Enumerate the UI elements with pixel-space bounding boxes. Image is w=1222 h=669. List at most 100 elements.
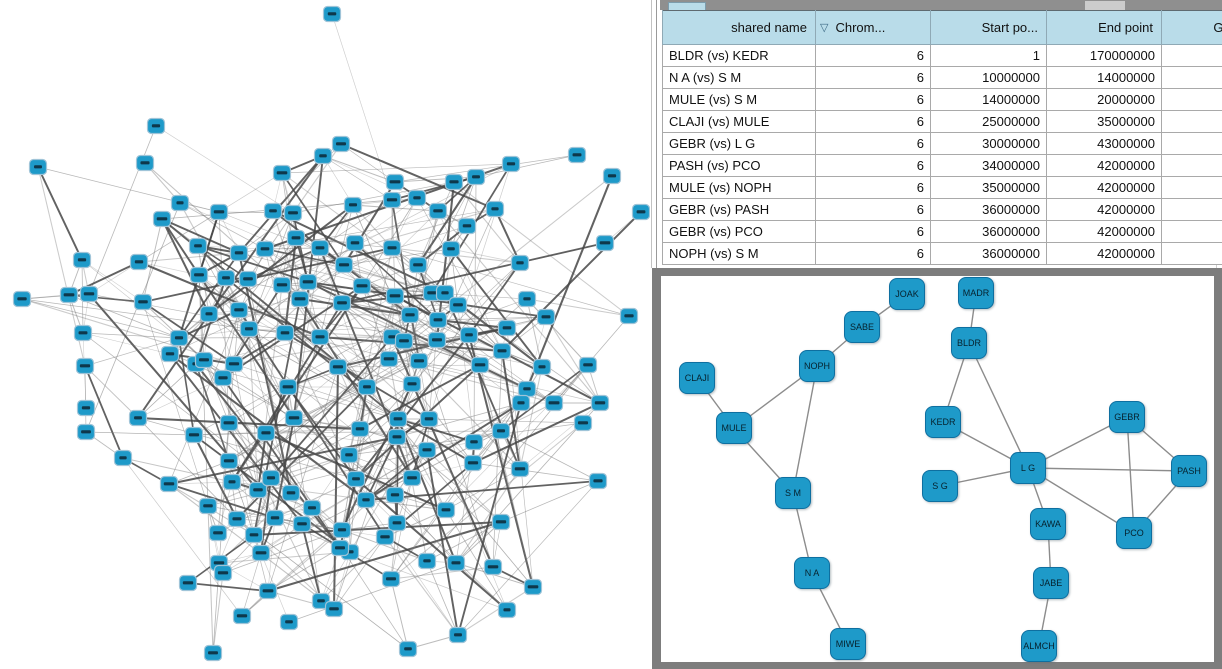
network-node[interactable] — [332, 521, 352, 539]
table-row-mule-vs-noph[interactable]: MULE (vs) NOPH6350000004200000010.5 — [662, 176, 1222, 199]
table-cell[interactable]: 14000000 — [930, 88, 1047, 111]
table-cell[interactable]: 42000000 — [1046, 198, 1162, 221]
network-node[interactable] — [385, 173, 405, 191]
network-node[interactable] — [208, 524, 228, 542]
network-node[interactable] — [387, 428, 407, 446]
table-cell[interactable]: 6 — [815, 220, 931, 243]
network-node[interactable] — [497, 319, 517, 337]
overview-network-canvas[interactable] — [0, 0, 650, 669]
table-cell[interactable]: 6 — [815, 242, 931, 265]
network-node[interactable] — [76, 399, 96, 417]
table-cell[interactable]: 16.9 — [1161, 132, 1222, 155]
network-node[interactable] — [72, 251, 92, 269]
network-node[interactable] — [28, 158, 48, 176]
network-node[interactable] — [435, 284, 455, 302]
network-node[interactable] — [203, 644, 223, 662]
network-node[interactable] — [407, 189, 427, 207]
network-node[interactable] — [189, 266, 209, 284]
network-node[interactable] — [310, 328, 330, 346]
table-row-n-a-vs-s-m[interactable]: N A (vs) S M610000000140000006.6 — [662, 66, 1222, 89]
network-node[interactable] — [76, 423, 96, 441]
network-node[interactable] — [573, 414, 593, 432]
network-node[interactable] — [385, 287, 405, 305]
network-node[interactable] — [356, 491, 376, 509]
network-node[interactable] — [283, 204, 303, 222]
column-header-shared-name[interactable]: shared name — [662, 10, 816, 45]
table-cell[interactable]: 42000000 — [1046, 242, 1162, 265]
table-cell[interactable]: 25000000 — [930, 110, 1047, 133]
table-cell[interactable]: 42000000 — [1046, 154, 1162, 177]
detail-edge-l-g-pash[interactable] — [1027, 467, 1190, 472]
network-node[interactable] — [194, 351, 214, 369]
network-node[interactable] — [385, 486, 405, 504]
detail-network-canvas[interactable]: JOAK MADR SABE NOPH CLAJI MULE BLDR KEDR GEBR L G… — [661, 276, 1214, 662]
network-node[interactable] — [146, 117, 166, 135]
network-node[interactable] — [417, 552, 437, 570]
network-node[interactable] — [178, 574, 198, 592]
table-cell[interactable]: 6 — [815, 44, 931, 67]
network-node[interactable] — [232, 607, 252, 625]
network-node[interactable] — [388, 410, 408, 428]
network-node[interactable] — [409, 352, 429, 370]
network-node[interactable] — [590, 394, 610, 412]
network-node[interactable] — [497, 601, 517, 619]
table-row-gebr-vs-l-g[interactable]: GEBR (vs) L G6300000004300000016.9 — [662, 132, 1222, 155]
network-node[interactable] — [578, 356, 598, 374]
network-node[interactable] — [334, 256, 354, 274]
table-cell[interactable]: 11.4 — [1161, 154, 1222, 177]
network-node[interactable] — [244, 526, 264, 544]
table-cell[interactable]: 6.6 — [1161, 66, 1222, 89]
network-node[interactable] — [265, 509, 285, 527]
network-node[interactable] — [290, 290, 310, 308]
network-node[interactable] — [485, 200, 505, 218]
network-node[interactable] — [544, 394, 564, 412]
table-row-mule-vs-s-m[interactable]: MULE (vs) S M614000000200000007.5 — [662, 88, 1222, 111]
network-node[interactable] — [375, 528, 395, 546]
network-node[interactable] — [402, 375, 422, 393]
network-node[interactable] — [339, 446, 359, 464]
network-node[interactable] — [229, 301, 249, 319]
network-node[interactable] — [198, 497, 218, 515]
network-node[interactable] — [79, 285, 99, 303]
network-node[interactable] — [532, 358, 552, 376]
network-node[interactable] — [133, 293, 153, 311]
network-node[interactable] — [248, 481, 268, 499]
table-cell[interactable]: GEBR (vs) PCO — [662, 220, 816, 243]
network-node[interactable] — [464, 433, 484, 451]
network-node[interactable] — [239, 320, 259, 338]
column-header-end-point[interactable]: End point — [1046, 10, 1162, 45]
table-cell[interactable]: 170000000 — [1046, 44, 1162, 67]
network-node[interactable] — [428, 202, 448, 220]
table-row-claji-vs-mule[interactable]: CLAJI (vs) MULE625000000350000005.9 — [662, 110, 1222, 133]
table-cell[interactable]: 6 — [815, 154, 931, 177]
table-cell[interactable]: 36000000 — [930, 242, 1047, 265]
table-cell[interactable]: 6 — [815, 110, 931, 133]
network-node[interactable] — [286, 229, 306, 247]
network-node[interactable] — [427, 331, 447, 349]
network-node[interactable] — [357, 378, 377, 396]
network-node[interactable] — [224, 355, 244, 373]
table-cell[interactable]: 20000000 — [1046, 88, 1162, 111]
table-cell[interactable]: 42000000 — [1046, 220, 1162, 243]
network-node[interactable] — [567, 146, 587, 164]
node-madr[interactable]: MADR — [958, 277, 994, 309]
table-cell[interactable]: 14000000 — [1046, 66, 1162, 89]
column-header-start-po[interactable]: Start po... — [930, 10, 1047, 45]
table-cell[interactable]: 35000000 — [1046, 110, 1162, 133]
table-cell[interactable]: N A (vs) S M — [662, 66, 816, 89]
network-node[interactable] — [428, 311, 448, 329]
node-gebr[interactable]: GEBR — [1109, 401, 1145, 433]
network-node[interactable] — [523, 578, 543, 596]
network-node[interactable] — [345, 234, 365, 252]
node-n-a[interactable]: N A — [794, 557, 830, 589]
node-kawa[interactable]: KAWA — [1030, 508, 1066, 540]
table-cell[interactable]: 6 — [815, 198, 931, 221]
table-row-pash-vs-pco[interactable]: PASH (vs) PCO6340000004200000011.4 — [662, 154, 1222, 177]
network-node[interactable] — [261, 469, 281, 487]
network-node[interactable] — [510, 460, 530, 478]
network-node[interactable] — [346, 470, 366, 488]
network-node[interactable] — [184, 426, 204, 444]
table-cell[interactable]: 30000000 — [930, 132, 1047, 155]
network-node[interactable] — [446, 554, 466, 572]
network-node[interactable] — [281, 484, 301, 502]
